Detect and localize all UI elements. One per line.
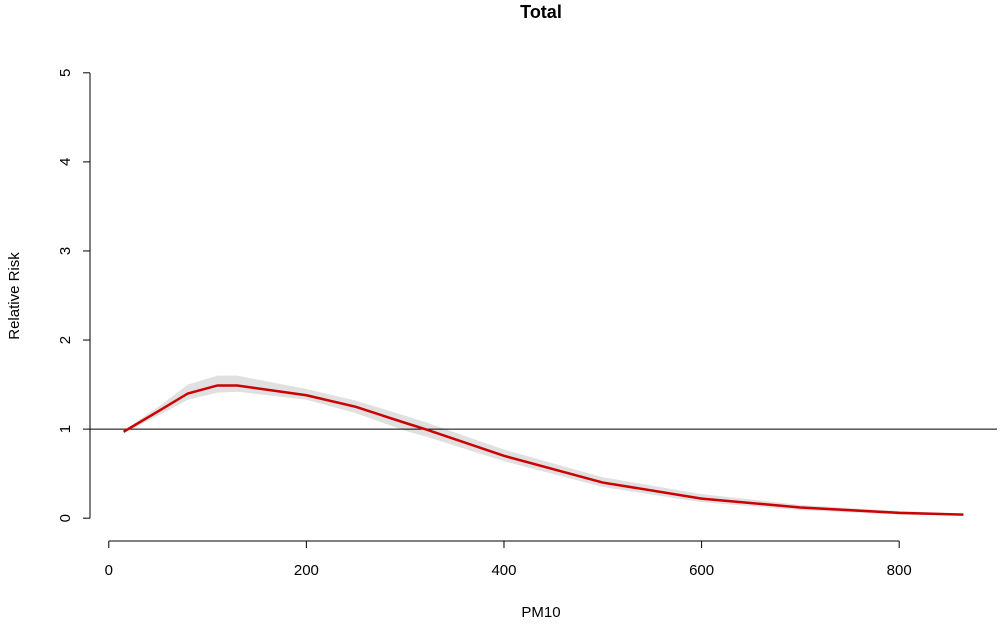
- y-tick-label: 1: [57, 425, 74, 433]
- x-tick-label: 800: [887, 562, 912, 579]
- confidence-band: [123, 375, 964, 516]
- y-tick-label: 3: [57, 247, 74, 255]
- x-tick-label: 200: [294, 562, 319, 579]
- y-tick-label: 5: [57, 69, 74, 77]
- y-tick-label: 2: [57, 336, 74, 344]
- x-tick-label: 0: [105, 562, 113, 579]
- y-tick-label: 4: [57, 158, 74, 166]
- x-axis-label: PM10: [521, 604, 560, 621]
- y-axis-label: Relative Risk: [6, 252, 23, 340]
- line: [122, 384, 964, 516]
- y-tick-label: 0: [57, 514, 74, 522]
- x-tick-label: 400: [491, 562, 516, 579]
- chart-title: Total: [520, 2, 562, 22]
- x-tick-label: 600: [689, 562, 714, 579]
